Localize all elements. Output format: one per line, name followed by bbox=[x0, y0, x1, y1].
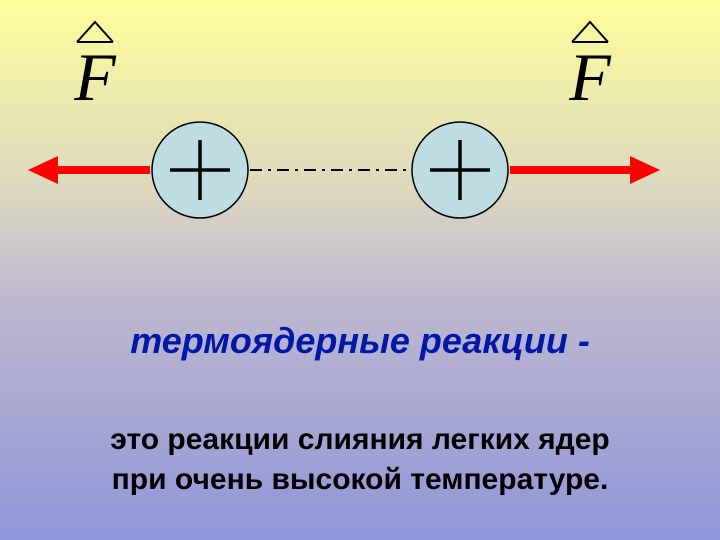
svg-text:F: F bbox=[568, 39, 612, 115]
slide: F F термоядерные реакции - это реакции сл… bbox=[0, 0, 720, 540]
body-line-2: при очень высокой температуре. bbox=[0, 460, 720, 500]
body-line-1: это реакции слияния легких ядер bbox=[0, 420, 720, 460]
force-arrow-left bbox=[28, 156, 150, 184]
particle-1 bbox=[152, 122, 248, 218]
force-arrow-right bbox=[510, 156, 660, 184]
body-text: это реакции слияния легких ядер при очен… bbox=[0, 420, 720, 500]
title-text: термоядерные реакции - bbox=[0, 320, 720, 362]
force-label-1: F bbox=[73, 22, 117, 115]
particle-2 bbox=[412, 122, 508, 218]
svg-text:F: F bbox=[73, 39, 117, 115]
force-label-2: F bbox=[568, 22, 612, 115]
